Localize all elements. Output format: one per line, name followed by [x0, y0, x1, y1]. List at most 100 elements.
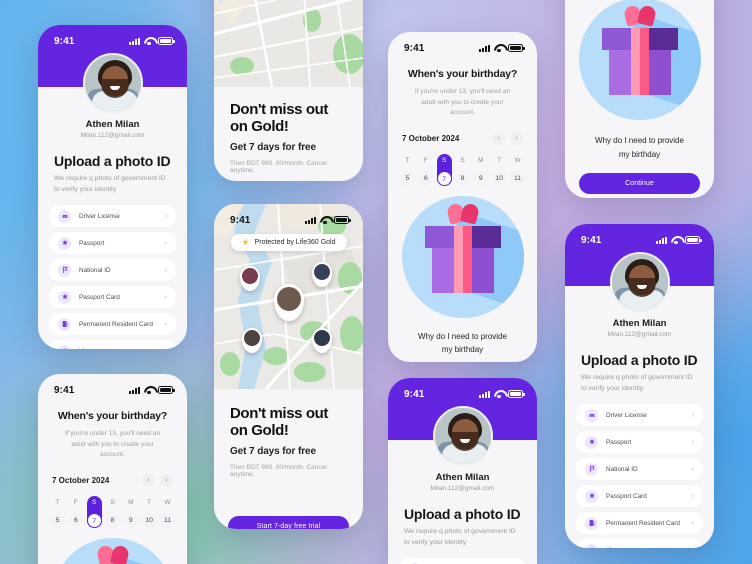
list-item[interactable]: Driver License › [399, 558, 526, 564]
list-item[interactable]: Passport › [49, 232, 176, 255]
map-area[interactable]: 9:41 ★ Protected by Life360 Gold [214, 204, 363, 389]
list-item-label: Driver License [79, 212, 120, 220]
next-month-button[interactable]: › [160, 473, 173, 487]
wifi-icon [144, 386, 154, 394]
prev-month-button[interactable]: ‹ [492, 131, 505, 145]
signal-icon [479, 44, 490, 52]
wifi-icon [320, 216, 330, 224]
list-item[interactable]: Visa › [576, 539, 703, 548]
map-pin-member[interactable] [242, 328, 262, 353]
list-item[interactable]: Driver License › [576, 404, 703, 427]
status-icons [479, 44, 525, 52]
map-pin-member[interactable] [240, 266, 260, 291]
list-item[interactable]: Driver License › [49, 205, 176, 228]
why-line-2: my birthday [441, 345, 484, 355]
list-item-label: Driver License [606, 411, 647, 419]
list-item[interactable]: National ID › [576, 458, 703, 481]
why-birthday-link[interactable]: Why do I need to provide my birthday [565, 134, 714, 161]
weekday-label: F [423, 156, 428, 164]
avatar [314, 330, 330, 346]
weekday-label: S [91, 498, 97, 506]
list-item[interactable]: Passport Card › [576, 485, 703, 508]
date-number: 6 [418, 170, 434, 186]
start-free-trial-button[interactable]: Start 7-day free trial [228, 516, 349, 529]
chevron-right-icon: › [164, 239, 167, 247]
gift-box-icon [401, 195, 524, 318]
map-graphic [214, 0, 363, 87]
id-type-list: Driver License › [399, 558, 526, 564]
list-item[interactable]: Passport Card › [49, 286, 176, 309]
page-title: Upload a photo ID [404, 506, 521, 522]
list-item-label: Visa [79, 348, 165, 349]
car-icon [58, 209, 71, 223]
calendar-nav: ‹ › [492, 131, 523, 145]
gift-box-icon [51, 537, 174, 564]
calendar-day[interactable]: W 11 [159, 496, 175, 528]
weekday-label: T [55, 498, 60, 506]
passport-icon [585, 489, 598, 503]
avatar-container [388, 406, 537, 466]
list-item[interactable]: Permanent Resident Card › [49, 313, 176, 336]
signal-icon [129, 386, 140, 394]
list-item[interactable]: Permanent Resident Card › [576, 512, 703, 535]
battery-icon [508, 390, 525, 398]
wifi-icon [671, 236, 681, 244]
calendar-day[interactable]: W 11 [509, 154, 525, 186]
why-line-1: Why do I need to provide [418, 331, 507, 341]
page-subtitle: We require q photo of government ID to v… [54, 175, 166, 193]
status-icons [656, 236, 702, 244]
passport-icon [585, 543, 598, 548]
map-pin-member[interactable] [312, 328, 332, 353]
list-item-label: Passport Card [79, 293, 120, 301]
map-pin-member[interactable] [312, 262, 332, 287]
avatar [609, 252, 670, 312]
passport-icon [58, 344, 71, 349]
calendar-day[interactable]: T 10 [141, 496, 157, 528]
chevron-right-icon: › [691, 519, 694, 527]
list-item[interactable]: Visa › [49, 340, 176, 349]
status-time: 9:41 [404, 42, 425, 54]
user-name: Athen Milan [612, 318, 667, 329]
selected-date-label: 7 October 2024 [52, 475, 110, 485]
next-month-button[interactable]: › [510, 131, 523, 145]
wifi-icon [144, 37, 154, 45]
prev-month-button[interactable]: ‹ [142, 473, 155, 487]
list-item-label: Visa [606, 547, 692, 548]
list-item[interactable]: Passport › [576, 431, 703, 454]
date-number: 7 [86, 512, 102, 528]
status-icons [129, 37, 175, 45]
continue-button[interactable]: Continue [579, 173, 700, 195]
calendar-day[interactable]: T 10 [491, 154, 507, 186]
status-time: 9:41 [581, 234, 602, 246]
chevron-right-icon: › [164, 266, 167, 274]
signal-icon [656, 236, 667, 244]
date-number: 8 [454, 170, 470, 186]
gold-card-body: Don't miss out on Gold! Get 7 days for f… [214, 389, 363, 478]
battery-icon [508, 44, 525, 52]
weekday-label: M [128, 498, 134, 506]
wifi-icon [494, 390, 504, 398]
list-item-label: Permanent Resident Card [79, 320, 153, 328]
gift-illustration-container [38, 537, 187, 564]
phone-gift-top-right: Why do I need to provide my birthday Con… [565, 0, 714, 198]
why-birthday-link[interactable]: Why do I need to provide my birthday [388, 330, 537, 357]
list-item[interactable]: National ID › [49, 259, 176, 282]
map-pin-self[interactable] [274, 284, 304, 321]
status-icons [479, 390, 525, 398]
weekday-label: M [478, 156, 484, 164]
chevron-right-icon: › [165, 348, 167, 349]
passport-icon [58, 290, 71, 304]
date-number: 8 [104, 512, 120, 528]
weekday-label: W [164, 498, 171, 506]
protected-badge[interactable]: ★ Protected by Life360 Gold [230, 234, 347, 251]
